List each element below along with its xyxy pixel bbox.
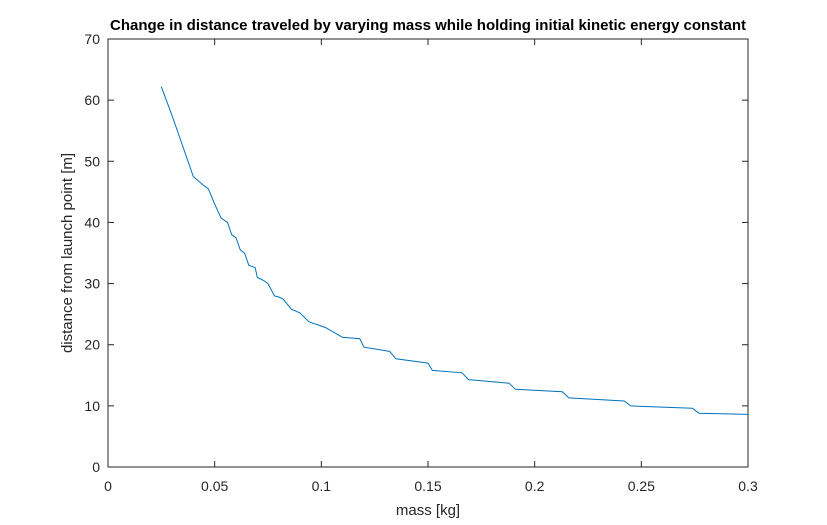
y-axis-label: distance from launch point [m] [59,153,76,353]
x-tick-label: 0.2 [525,478,545,494]
x-tick-label: 0.15 [414,478,441,494]
y-tick-label: 10 [84,398,100,414]
x-tick-label: 0.25 [628,478,655,494]
x-tick-label: 0.1 [312,478,332,494]
y-tick-label: 60 [84,92,100,108]
series-layer [160,86,749,415]
y-tick-label: 70 [84,31,100,47]
plot-area [107,38,749,468]
y-tick-label: 0 [92,459,100,475]
y-tick-label: 20 [84,337,100,353]
y-axis: 0 10 20 30 40 50 60 70 [84,31,748,475]
series-line [160,86,749,415]
chart-title: Change in distance traveled by varying m… [110,17,746,34]
x-axis: 0 0.05 0.1 0.15 0.2 0.25 0.3 [104,39,758,494]
x-axis-label: mass [kg] [396,502,460,519]
x-tick-label: 0.05 [201,478,228,494]
y-tick-label: 50 [84,153,100,169]
x-tick-label: 0.3 [738,478,758,494]
x-tick-label: 0 [104,478,112,494]
y-tick-label: 30 [84,276,100,292]
y-tick-label: 40 [84,214,100,230]
